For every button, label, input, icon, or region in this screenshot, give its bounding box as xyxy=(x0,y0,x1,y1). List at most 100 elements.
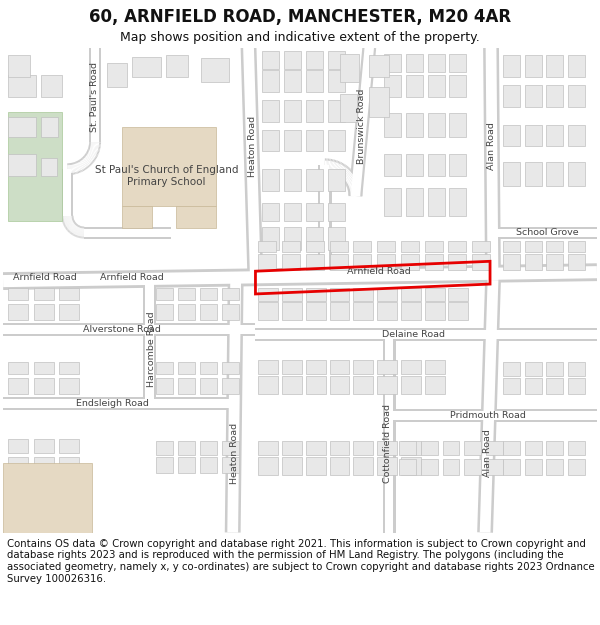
Polygon shape xyxy=(84,229,172,237)
Polygon shape xyxy=(79,228,82,236)
Polygon shape xyxy=(69,163,71,175)
Polygon shape xyxy=(70,225,76,232)
Polygon shape xyxy=(76,226,80,237)
Polygon shape xyxy=(222,378,239,394)
Polygon shape xyxy=(68,223,77,232)
Polygon shape xyxy=(34,458,53,473)
Polygon shape xyxy=(74,227,79,234)
Polygon shape xyxy=(68,163,70,175)
Polygon shape xyxy=(282,241,300,252)
Polygon shape xyxy=(79,161,84,169)
Polygon shape xyxy=(78,160,85,171)
Polygon shape xyxy=(80,159,88,169)
Polygon shape xyxy=(329,302,349,320)
Polygon shape xyxy=(477,280,501,532)
Polygon shape xyxy=(524,378,542,394)
Polygon shape xyxy=(401,254,419,270)
Polygon shape xyxy=(443,459,460,475)
Polygon shape xyxy=(200,378,217,394)
Polygon shape xyxy=(340,168,350,179)
Polygon shape xyxy=(262,129,279,151)
Polygon shape xyxy=(329,441,349,455)
Polygon shape xyxy=(64,217,71,219)
Polygon shape xyxy=(76,228,79,235)
Polygon shape xyxy=(306,241,324,252)
Polygon shape xyxy=(67,222,76,231)
Polygon shape xyxy=(59,304,79,320)
Polygon shape xyxy=(284,70,301,92)
Polygon shape xyxy=(425,302,445,320)
Polygon shape xyxy=(64,219,72,222)
Polygon shape xyxy=(282,254,300,270)
Polygon shape xyxy=(547,56,563,78)
Polygon shape xyxy=(306,227,323,251)
Polygon shape xyxy=(547,362,563,376)
Polygon shape xyxy=(222,458,239,473)
Polygon shape xyxy=(306,458,326,475)
Polygon shape xyxy=(384,75,401,97)
Polygon shape xyxy=(337,164,343,174)
Polygon shape xyxy=(346,179,359,186)
Polygon shape xyxy=(64,221,75,227)
Polygon shape xyxy=(66,222,73,226)
Polygon shape xyxy=(73,226,78,234)
Polygon shape xyxy=(79,162,83,169)
Polygon shape xyxy=(369,56,389,78)
Polygon shape xyxy=(73,164,76,172)
Polygon shape xyxy=(88,149,99,154)
Polygon shape xyxy=(449,54,466,72)
Polygon shape xyxy=(329,360,349,374)
Polygon shape xyxy=(349,194,362,196)
Polygon shape xyxy=(306,288,326,301)
Polygon shape xyxy=(306,441,326,455)
Polygon shape xyxy=(262,51,279,69)
Polygon shape xyxy=(84,158,90,164)
Polygon shape xyxy=(61,216,73,217)
Text: Pridmouth Road: Pridmouth Road xyxy=(450,411,526,420)
Polygon shape xyxy=(74,226,80,237)
Polygon shape xyxy=(89,141,101,142)
Polygon shape xyxy=(74,226,80,236)
Polygon shape xyxy=(377,254,395,270)
Polygon shape xyxy=(340,94,358,122)
Polygon shape xyxy=(524,85,542,107)
Polygon shape xyxy=(448,302,468,320)
Polygon shape xyxy=(284,227,301,251)
Polygon shape xyxy=(3,399,236,408)
Polygon shape xyxy=(524,56,542,78)
Polygon shape xyxy=(222,288,239,300)
Polygon shape xyxy=(83,229,85,237)
Polygon shape xyxy=(262,203,279,221)
Polygon shape xyxy=(306,376,326,394)
Polygon shape xyxy=(70,163,73,175)
Polygon shape xyxy=(348,187,362,191)
Polygon shape xyxy=(353,458,373,475)
Polygon shape xyxy=(83,156,92,165)
Polygon shape xyxy=(349,185,359,189)
Polygon shape xyxy=(67,222,74,228)
Polygon shape xyxy=(178,288,195,300)
Polygon shape xyxy=(3,263,597,290)
Polygon shape xyxy=(377,302,397,320)
Polygon shape xyxy=(341,169,348,177)
Polygon shape xyxy=(306,360,326,374)
Polygon shape xyxy=(80,161,85,168)
Polygon shape xyxy=(547,254,563,270)
Polygon shape xyxy=(71,224,78,234)
Polygon shape xyxy=(87,154,94,159)
Polygon shape xyxy=(62,219,74,223)
Polygon shape xyxy=(64,217,71,218)
Polygon shape xyxy=(350,191,360,193)
Polygon shape xyxy=(76,161,82,172)
Polygon shape xyxy=(8,117,36,137)
Polygon shape xyxy=(3,266,597,287)
Polygon shape xyxy=(178,441,195,455)
Polygon shape xyxy=(256,328,597,341)
Polygon shape xyxy=(82,159,88,166)
Polygon shape xyxy=(84,227,172,239)
Polygon shape xyxy=(493,229,597,237)
Polygon shape xyxy=(68,165,70,173)
Polygon shape xyxy=(34,304,53,320)
Polygon shape xyxy=(568,441,585,455)
Polygon shape xyxy=(351,47,374,196)
